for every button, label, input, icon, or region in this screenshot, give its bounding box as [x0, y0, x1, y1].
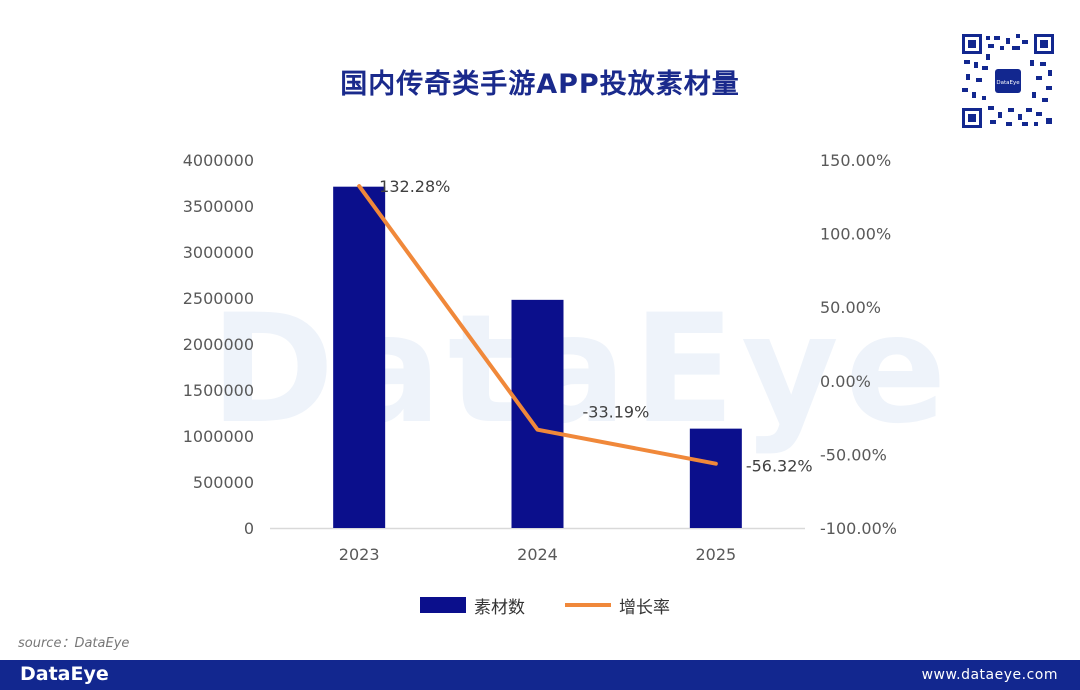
bars — [333, 186, 742, 528]
footer-url[interactable]: www.dataeye.com — [921, 667, 1058, 683]
axes: 0 500000 1000000 1500000 2000000 2500000 30000… — [183, 151, 897, 564]
y-right-tick-label: 150.00% — [820, 151, 891, 170]
y-right-tick-label: 0.00% — [820, 372, 871, 391]
legend-item-line: 增长率 — [565, 592, 670, 618]
bar-2024 — [511, 299, 564, 528]
y-left-tick-label: 1000000 — [183, 427, 254, 446]
growth-data-label: -33.19% — [583, 403, 650, 422]
x-tick-label: 2024 — [517, 545, 558, 564]
y-left-tick-label: 3000000 — [183, 243, 254, 262]
y-left-tick-label: 3500000 — [183, 197, 254, 216]
data-labels: 132.28% -33.19% -56.32% — [379, 177, 812, 476]
y-right-tick-label: 100.00% — [820, 225, 891, 244]
qr-code: DataEye — [960, 32, 1056, 130]
watermark: DataEye — [210, 283, 953, 457]
y-right-tick-label: -50.00% — [820, 445, 887, 464]
x-tick-label: 2023 — [339, 545, 380, 564]
y-left-tick-label: 4000000 — [183, 151, 254, 170]
legend-label-line: 增长率 — [619, 597, 670, 618]
y-right-tick-label: -100.00% — [820, 519, 897, 538]
y-left-tick-label: 1500000 — [183, 381, 254, 400]
source-note: source：DataEye — [18, 636, 130, 651]
legend-item-bar: 素材数 — [420, 592, 525, 618]
y-left-tick-label: 500000 — [193, 473, 254, 492]
y-left-tick-label: 0 — [244, 519, 254, 538]
growth-line — [357, 184, 718, 466]
legend: 素材数 增长率 — [0, 592, 1080, 618]
growth-data-label: 132.28% — [379, 177, 450, 196]
legend-label-bar: 素材数 — [474, 597, 525, 618]
x-tick-label: 2025 — [695, 545, 736, 564]
y-right-tick-label: 50.00% — [820, 298, 881, 317]
footer-logo: DataEye — [20, 663, 109, 685]
legend-swatch-line — [565, 603, 611, 607]
qr-center-label: DataEye — [996, 80, 1020, 86]
footer-bar: DataEye www.dataeye.com — [0, 660, 1080, 690]
growth-data-label: -56.32% — [746, 457, 813, 476]
y-left-tick-label: 2000000 — [183, 335, 254, 354]
chart-title: 国内传奇类手游APP投放素材量 — [340, 69, 740, 100]
bar-2023 — [333, 186, 386, 528]
legend-swatch-bar — [420, 597, 466, 613]
y-left-tick-label: 2500000 — [183, 289, 254, 308]
bar-2025 — [689, 428, 742, 528]
